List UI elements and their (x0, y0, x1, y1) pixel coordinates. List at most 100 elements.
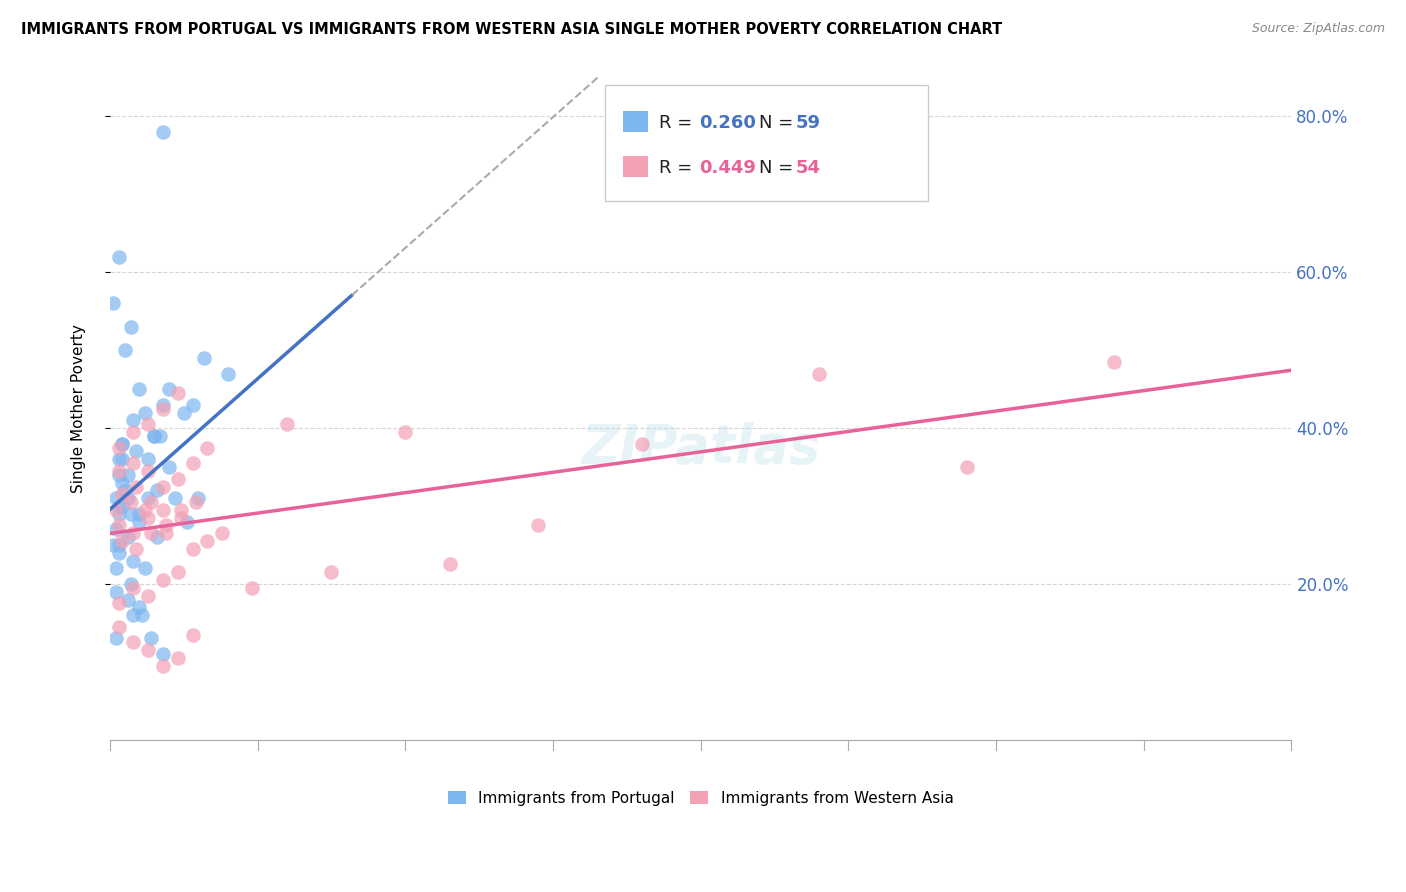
Point (122, 635, 145, 649)
Point (141, 632, 163, 646)
Point (152, 503, 174, 517)
Point (146, 530, 169, 544)
Point (107, 467, 129, 482)
Point (181, 627, 204, 641)
Point (114, 343, 136, 358)
Point (141, 526, 163, 541)
Point (107, 507, 129, 521)
Point (104, 522, 127, 536)
Point (122, 553, 145, 567)
Point (143, 429, 166, 443)
Point (152, 401, 174, 416)
Point (211, 526, 233, 541)
Point (152, 647, 174, 661)
Point (187, 491, 209, 506)
Text: 0.260: 0.260 (699, 114, 755, 132)
Point (146, 483, 169, 498)
Point (184, 495, 207, 509)
Point (120, 507, 142, 521)
Point (120, 577, 142, 591)
Point (104, 503, 127, 517)
Point (107, 620, 129, 634)
Point (125, 479, 148, 493)
Point (152, 125, 174, 139)
Point (111, 487, 134, 501)
Point (136, 510, 159, 524)
Point (155, 518, 177, 533)
Point (128, 507, 150, 521)
Point (170, 510, 193, 524)
Point (107, 441, 129, 455)
Point (217, 367, 239, 381)
Text: R =: R = (659, 114, 699, 132)
Point (107, 596, 129, 610)
Point (166, 472, 188, 486)
Point (101, 296, 124, 310)
Point (117, 467, 139, 482)
Point (807, 367, 830, 381)
Point (166, 386, 188, 401)
Point (117, 491, 139, 506)
Point (136, 643, 159, 657)
Point (170, 503, 193, 517)
Point (152, 398, 174, 412)
Point (111, 436, 134, 450)
Point (141, 495, 163, 509)
Point (122, 581, 145, 595)
Point (125, 444, 148, 458)
Point (134, 561, 156, 575)
Text: 54: 54 (796, 159, 821, 177)
Point (276, 417, 298, 432)
Point (111, 534, 134, 549)
Text: N =: N = (759, 114, 799, 132)
Point (181, 456, 204, 470)
Point (181, 398, 204, 412)
Point (166, 651, 188, 665)
Text: R =: R = (659, 159, 699, 177)
Point (143, 429, 166, 443)
Point (104, 632, 127, 646)
Point (439, 558, 461, 572)
Point (155, 526, 177, 541)
Point (107, 499, 129, 513)
Point (104, 584, 127, 599)
Point (111, 436, 134, 450)
Point (181, 541, 204, 556)
Point (111, 499, 134, 513)
Point (104, 561, 127, 575)
Point (195, 534, 218, 549)
Point (173, 405, 195, 419)
Text: 59: 59 (796, 114, 821, 132)
Point (107, 518, 129, 533)
Point (107, 250, 129, 264)
Point (101, 538, 124, 552)
Point (321, 566, 343, 580)
Point (117, 530, 139, 544)
Text: IMMIGRANTS FROM PORTUGAL VS IMMIGRANTS FROM WESTERN ASIA SINGLE MOTHER POVERTY C: IMMIGRANTS FROM PORTUGAL VS IMMIGRANTS F… (21, 22, 1002, 37)
Point (117, 592, 139, 607)
Point (125, 541, 148, 556)
Point (122, 608, 145, 623)
Point (149, 429, 172, 443)
Point (128, 382, 150, 396)
Point (152, 658, 174, 673)
Point (157, 382, 180, 396)
Point (166, 566, 188, 580)
Text: Source: ZipAtlas.com: Source: ZipAtlas.com (1251, 22, 1385, 36)
Point (176, 515, 198, 529)
Point (527, 518, 550, 533)
Point (955, 460, 977, 475)
Point (128, 600, 150, 615)
Text: N =: N = (759, 159, 799, 177)
Point (1102, 355, 1125, 369)
Point (114, 483, 136, 498)
Text: 0.449: 0.449 (699, 159, 755, 177)
Point (111, 452, 134, 467)
Point (193, 351, 215, 365)
Point (630, 436, 652, 450)
Point (120, 495, 142, 509)
Point (134, 503, 156, 517)
Point (120, 319, 142, 334)
Point (136, 452, 159, 467)
Point (134, 405, 156, 419)
